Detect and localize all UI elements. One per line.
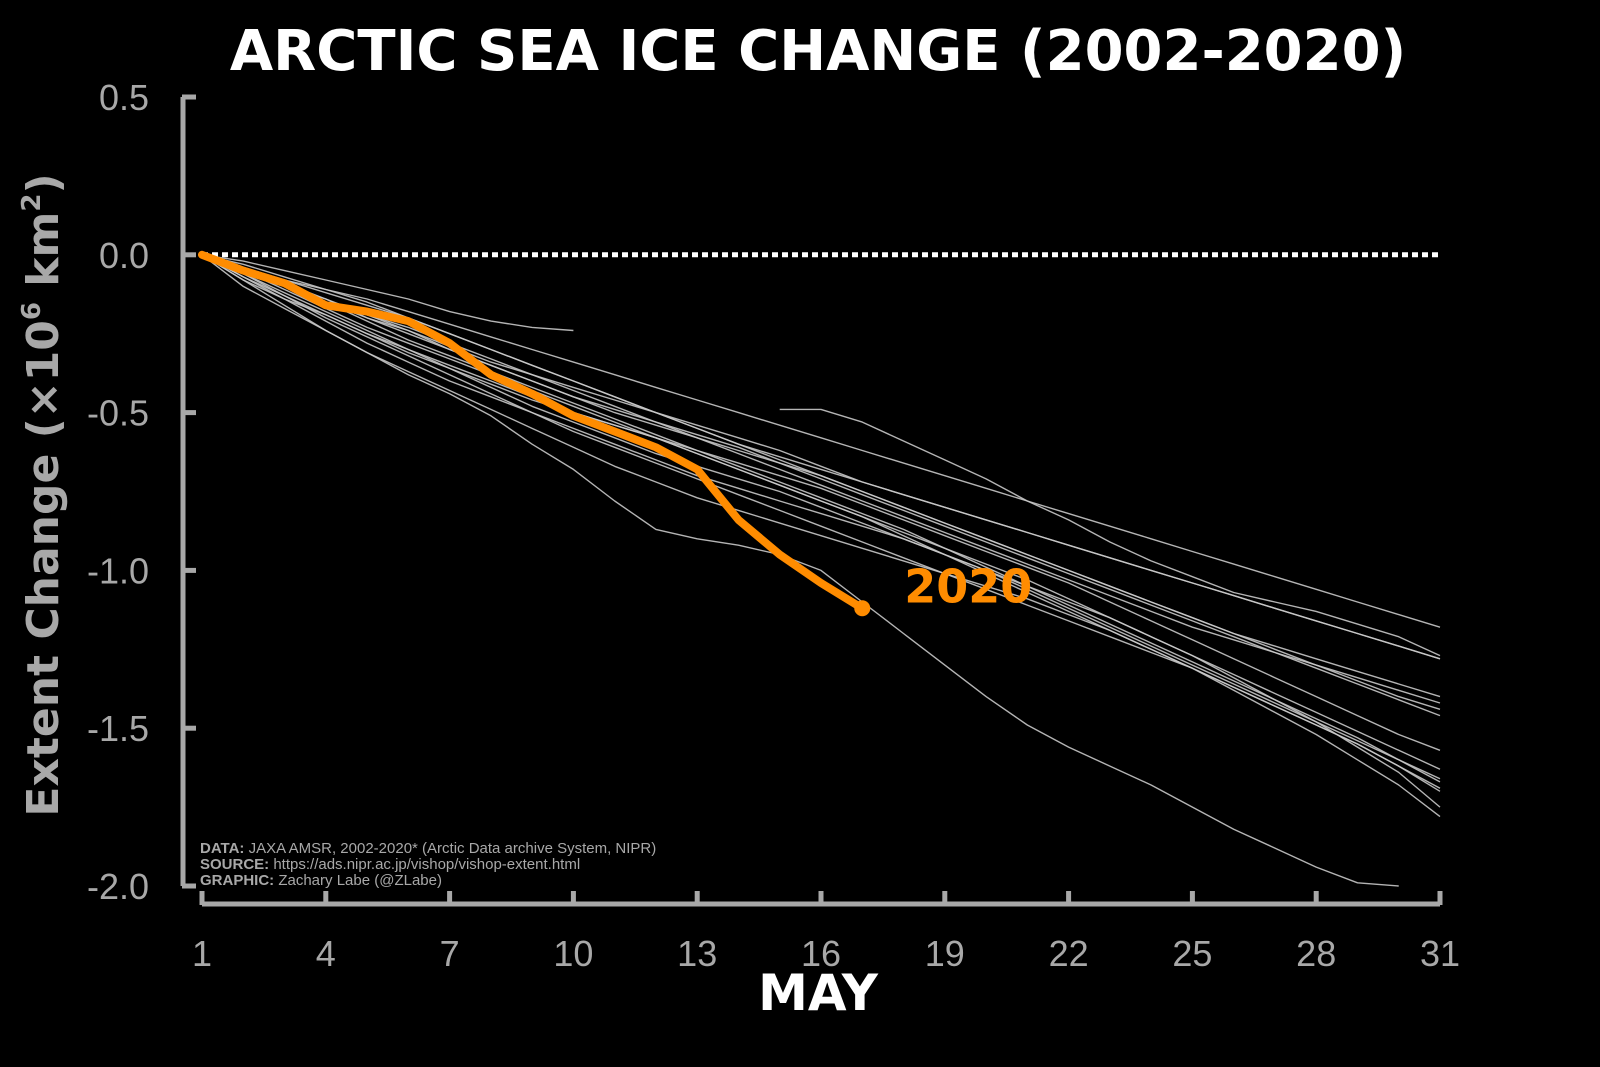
x-tick-label: 4 — [316, 933, 336, 974]
credit-graphic-key: GRAPHIC: — [200, 872, 274, 889]
highlight-end-marker — [854, 600, 871, 617]
y-tick-label: -2.0 — [87, 866, 149, 907]
x-tick-label: 10 — [553, 933, 593, 974]
highlight-series-line — [198, 250, 867, 613]
credit-data: DATA: JAXA AMSR, 2002-2020* (Arctic Data… — [200, 840, 656, 857]
y-tick-label: 0.5 — [99, 77, 149, 118]
highlight-series-group: 2020 — [198, 250, 1032, 617]
history-series-line — [201, 254, 1441, 751]
history-series-line — [779, 408, 1441, 657]
credit-source-key: SOURCE: — [200, 856, 269, 873]
highlight-series-label: 2020 — [904, 559, 1032, 613]
y-axis-label-prefix: Extent Change (×10 — [18, 320, 69, 816]
x-tick-label: 19 — [925, 933, 965, 974]
x-tick-label: 25 — [1172, 933, 1212, 974]
credits-block: DATA: JAXA AMSR, 2002-2020* (Arctic Data… — [200, 840, 656, 889]
history-series-line — [201, 254, 1441, 818]
x-tick-label: 16 — [801, 933, 841, 974]
credit-source: SOURCE: https://ads.nipr.ac.jp/vishop/vi… — [200, 856, 580, 873]
y-axis-label: Extent Change (×106 km2) — [17, 173, 69, 816]
x-tick-label: 13 — [677, 933, 717, 974]
credit-data-text: JAXA AMSR, 2002-2020* (Arctic Data archi… — [244, 840, 656, 857]
history-series-line — [201, 254, 1441, 792]
credit-data-key: DATA: — [200, 840, 244, 857]
y-axis: 0.5 0.0 -0.5 -1.0 -1.5 -2.0 — [87, 77, 196, 907]
x-axis: 1 4 7 10 13 16 19 22 25 28 31 — [192, 891, 1460, 974]
y-axis-label-exp2: 2 — [17, 194, 47, 212]
x-tick-label: 28 — [1296, 933, 1336, 974]
history-series-line — [201, 254, 574, 332]
credit-source-text: https://ads.nipr.ac.jp/vishop/vishop-ext… — [269, 856, 580, 873]
history-series-line — [201, 254, 1441, 783]
x-tick-label: 7 — [440, 933, 460, 974]
y-tick-label: -1.5 — [87, 708, 149, 749]
x-axis-label: MAY — [758, 964, 879, 1022]
x-tick-label: 31 — [1420, 933, 1460, 974]
chart-title: ARCTIC SEA ICE CHANGE (2002-2020) — [230, 19, 1406, 84]
history-series-group — [201, 254, 1441, 887]
history-series-line — [201, 254, 1441, 698]
history-series-line — [201, 254, 1441, 717]
y-tick-label: 0.0 — [99, 235, 149, 276]
x-tick-label: 22 — [1049, 933, 1089, 974]
history-series-line — [201, 254, 1441, 808]
credit-graphic: GRAPHIC: Zachary Labe (@ZLabe) — [200, 872, 442, 889]
y-tick-label: -0.5 — [87, 393, 149, 434]
y-tick-label: -1.0 — [87, 550, 149, 591]
credit-graphic-text: Zachary Labe (@ZLabe) — [274, 872, 442, 889]
y-axis-label-exp1: 6 — [17, 302, 47, 320]
y-axis-label-mid: km — [18, 212, 69, 302]
history-series-line — [201, 254, 1441, 628]
history-series-line — [201, 254, 1441, 704]
x-tick-label: 1 — [192, 933, 212, 974]
y-axis-label-suffix: ) — [18, 173, 69, 193]
history-series-line — [201, 254, 1399, 887]
